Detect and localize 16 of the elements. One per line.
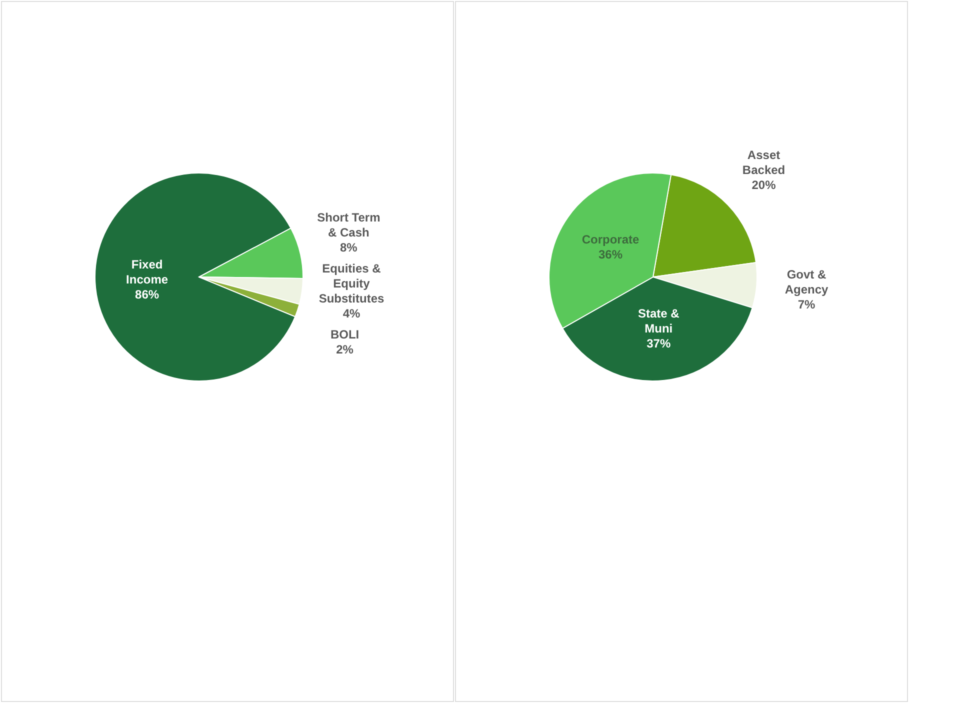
slice-label: Equities & Equity Substitutes bbox=[318, 262, 384, 306]
slice-label: BOLI bbox=[330, 328, 360, 342]
slice-label: Fixed Income bbox=[126, 258, 168, 287]
data-label: 37% bbox=[646, 336, 671, 351]
data-label: 36% bbox=[598, 248, 623, 262]
data-label: 2% bbox=[336, 342, 354, 357]
slice-label: Govt & Agency bbox=[784, 267, 828, 296]
data-label: 20% bbox=[752, 178, 776, 192]
slice-label: Corporate bbox=[582, 232, 640, 247]
slice-label: Short Term & Cash bbox=[317, 210, 380, 240]
data-label: 8% bbox=[340, 240, 358, 255]
data-label: 4% bbox=[342, 306, 361, 321]
slice-label: State & Muni bbox=[638, 306, 680, 336]
data-label: 86% bbox=[135, 288, 160, 302]
data-label: 7% bbox=[798, 297, 816, 312]
slice-label: Asset Backed bbox=[742, 148, 786, 178]
